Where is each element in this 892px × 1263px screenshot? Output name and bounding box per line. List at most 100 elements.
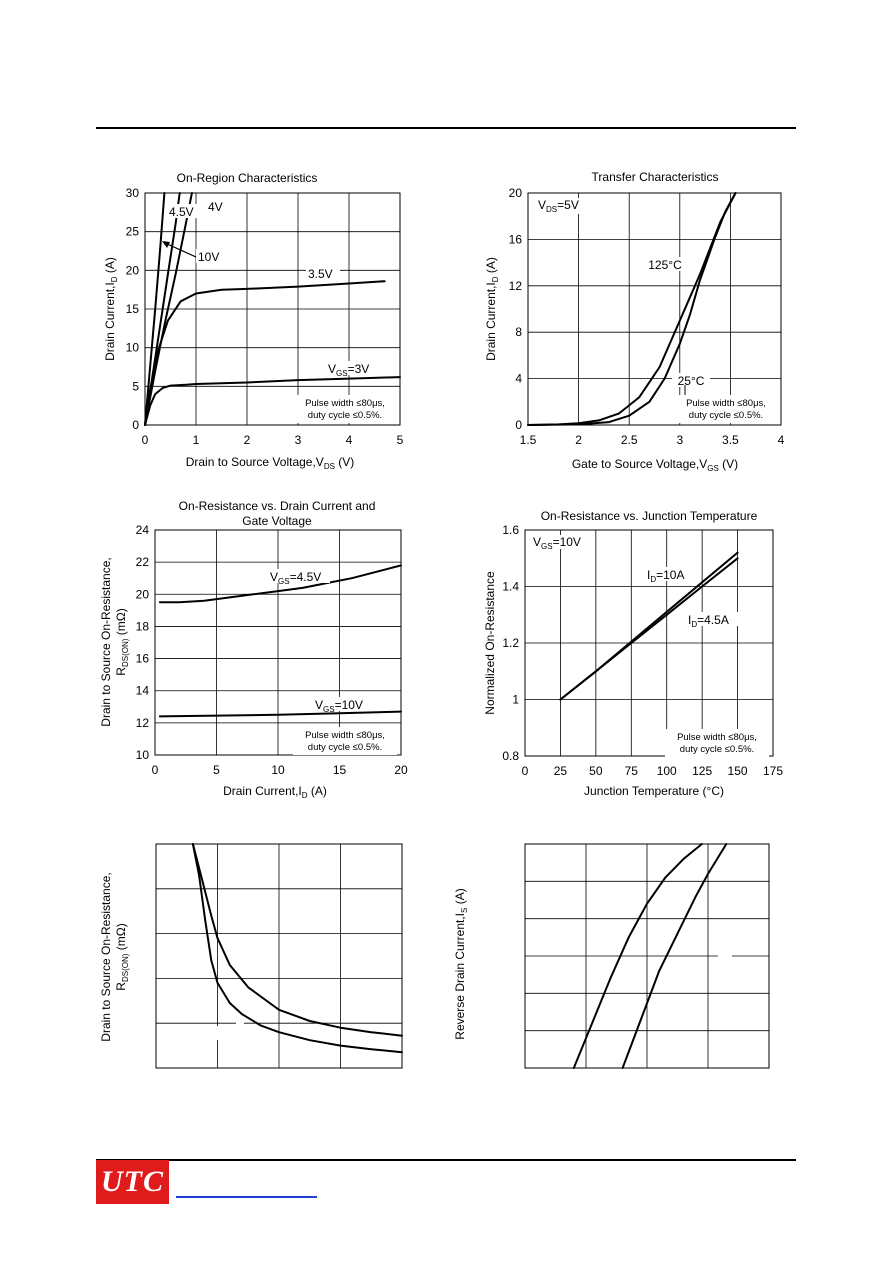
chart-1: 0 1 2 3 4 5 0 5 10 15 20 25 30 On-Region Characterist…	[103, 171, 404, 471]
y-axis-label: Reverse Drain Current,IS (A)	[453, 888, 469, 1039]
utc-logo	[96, 1160, 169, 1204]
series-line-2	[527, 192, 737, 426]
y-tick-label: 4	[515, 372, 522, 386]
x-tick-label: 0	[152, 763, 159, 777]
label-background	[637, 257, 695, 271]
y-tick-label: 20	[509, 186, 523, 200]
label-background	[531, 535, 591, 549]
y-tick-label: 24	[136, 523, 150, 537]
plot-frame	[144, 192, 401, 426]
note-background	[665, 729, 769, 757]
x-axis-label: Drain to Source Voltage,VDS (V)	[186, 455, 355, 471]
series-line-2	[559, 557, 739, 701]
series-label-id-10a: ID=10A	[647, 568, 684, 584]
y-axis-label: Drain to Source On-Resistance, RDS(ON) (m…	[99, 872, 130, 1041]
chart-5: Drain to Source On-Resistance, RDS(ON) (m…	[99, 843, 403, 1069]
y-tick-label: 18	[136, 619, 150, 633]
chart-title: Gate Voltage	[242, 514, 312, 528]
pulse-note-line1: Pulse width ≤80μs,	[305, 730, 385, 741]
vgs-label: VGS=10V	[533, 535, 581, 551]
label-background	[210, 1026, 230, 1040]
x-tick-label: 0	[522, 764, 529, 778]
website-link-underline[interactable]	[176, 1196, 317, 1198]
label-background	[306, 266, 340, 280]
chart-title: On-Resistance vs. Drain Current and	[179, 499, 376, 513]
plot-frame	[524, 529, 774, 757]
x-tick-label: 3	[295, 433, 302, 447]
y-tick-label: 8	[515, 325, 522, 339]
y-tick-label: 12	[509, 279, 523, 293]
chart-2: 1.5 2 2.5 3 3.5 4 0 4 8 12 16 20 Transfer Characteri…	[484, 170, 785, 473]
series-line-4	[144, 280, 386, 426]
y-tick-label: 5	[132, 379, 139, 393]
x-tick-label: 75	[625, 764, 639, 778]
y-tick-label: 1.4	[502, 580, 519, 594]
chart-title: Transfer Characteristics	[592, 170, 719, 184]
note-background	[674, 395, 778, 423]
series-label-vgs-3v: VGS=3V	[328, 362, 369, 378]
series-label-id-4p5a: ID=4.5A	[688, 613, 729, 629]
y-axis-label: Reverse Drain Current,IS (A)	[453, 888, 469, 1039]
label-background	[686, 612, 738, 626]
x-tick-label: 2	[244, 433, 251, 447]
series-line-1	[527, 192, 737, 426]
pulse-note-line1: Pulse width ≤80μs,	[677, 732, 757, 743]
series-label-3p5v: 3.5V	[308, 267, 333, 281]
y-axis-label-line2: RDS(ON) (mΩ)	[114, 608, 130, 675]
x-tick-label: 50	[589, 764, 603, 778]
series-label-10v: 10V	[198, 250, 219, 264]
y-tick-label: 1.2	[502, 636, 519, 650]
series-line-1	[158, 564, 402, 604]
y-tick-label: 12	[136, 716, 150, 730]
series-label-4p5v: 4.5V	[169, 205, 194, 219]
x-tick-label: 3.5	[722, 433, 739, 447]
series-label-vgs-10v: VGS=10V	[315, 698, 363, 714]
y-axis-label: Drain to Source On-Resistance, RDS(ON) (m…	[99, 557, 130, 726]
y-tick-label: 25	[126, 225, 140, 239]
y-axis-label: Normalized On-Resistance	[483, 571, 497, 715]
series-line-2	[191, 843, 403, 1037]
x-tick-label: 1.5	[520, 433, 537, 447]
y-axis-label-line1: Drain to Source On-Resistance,	[99, 557, 113, 726]
chart-3: 0 5 10 15 20 10 12 14 16 18 20 22 24 On-Resistance vs…	[99, 499, 408, 800]
x-tick-label: 10	[271, 763, 285, 777]
pulse-note-line1: Pulse width ≤80μs,	[686, 398, 766, 409]
y-axis-label: Drain Current,ID (A)	[484, 257, 500, 361]
series-line-1	[191, 843, 403, 1054]
y-tick-label: 10	[136, 748, 150, 762]
y-tick-label: 0	[132, 418, 139, 432]
vds-label: VDS=5V	[538, 198, 579, 214]
note-background	[293, 727, 397, 755]
y-tick-label: 14	[136, 684, 150, 698]
y-axis-label: Normalized On-Resistance	[483, 571, 497, 715]
x-tick-label: 4	[346, 433, 353, 447]
x-tick-label: 125	[692, 764, 712, 778]
x-tick-label: 3	[676, 433, 683, 447]
x-tick-label: 150	[728, 764, 748, 778]
plot-frame	[155, 843, 403, 1069]
y-tick-label: 16	[509, 232, 523, 246]
y-tick-label: 20	[126, 263, 140, 277]
plot-frame	[154, 529, 402, 756]
series-line-1	[144, 192, 166, 426]
chart-6: Reverse Drain Current,IS (A)	[453, 843, 770, 1069]
utc-logo-text: UTC	[101, 1165, 164, 1198]
pulse-note-line2: duty cycle ≤0.5%.	[308, 742, 382, 753]
label-background	[206, 199, 228, 213]
y-axis-label: Drain Current,ID (A)	[103, 257, 119, 361]
label-background	[645, 567, 693, 581]
temp-label-25c: 25°C	[678, 374, 705, 388]
y-tick-label: 16	[136, 652, 150, 666]
temp-label-125c: 125°C	[648, 258, 682, 272]
y-tick-label: 0.8	[502, 749, 519, 763]
x-tick-label: 20	[394, 763, 408, 777]
leader-arrow-10v	[162, 241, 170, 248]
series-line-1	[572, 843, 703, 1069]
pulse-note-line2: duty cycle ≤0.5%.	[308, 410, 382, 421]
x-axis-label: Gate to Source Voltage,VGS (V)	[572, 457, 738, 473]
y-tick-label: 22	[136, 555, 150, 569]
label-background	[167, 204, 197, 218]
pulse-note-line2: duty cycle ≤0.5%.	[689, 410, 763, 421]
